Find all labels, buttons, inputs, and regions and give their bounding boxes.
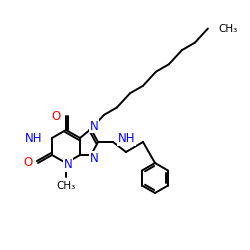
Text: N: N bbox=[90, 120, 98, 132]
Text: NH: NH bbox=[118, 132, 136, 145]
Text: CH₃: CH₃ bbox=[218, 24, 237, 34]
Text: CH₃: CH₃ bbox=[56, 181, 76, 191]
Text: NH: NH bbox=[24, 132, 42, 144]
Text: O: O bbox=[52, 110, 61, 122]
Text: N: N bbox=[64, 158, 72, 172]
Text: N: N bbox=[90, 152, 98, 164]
Text: O: O bbox=[24, 156, 33, 170]
